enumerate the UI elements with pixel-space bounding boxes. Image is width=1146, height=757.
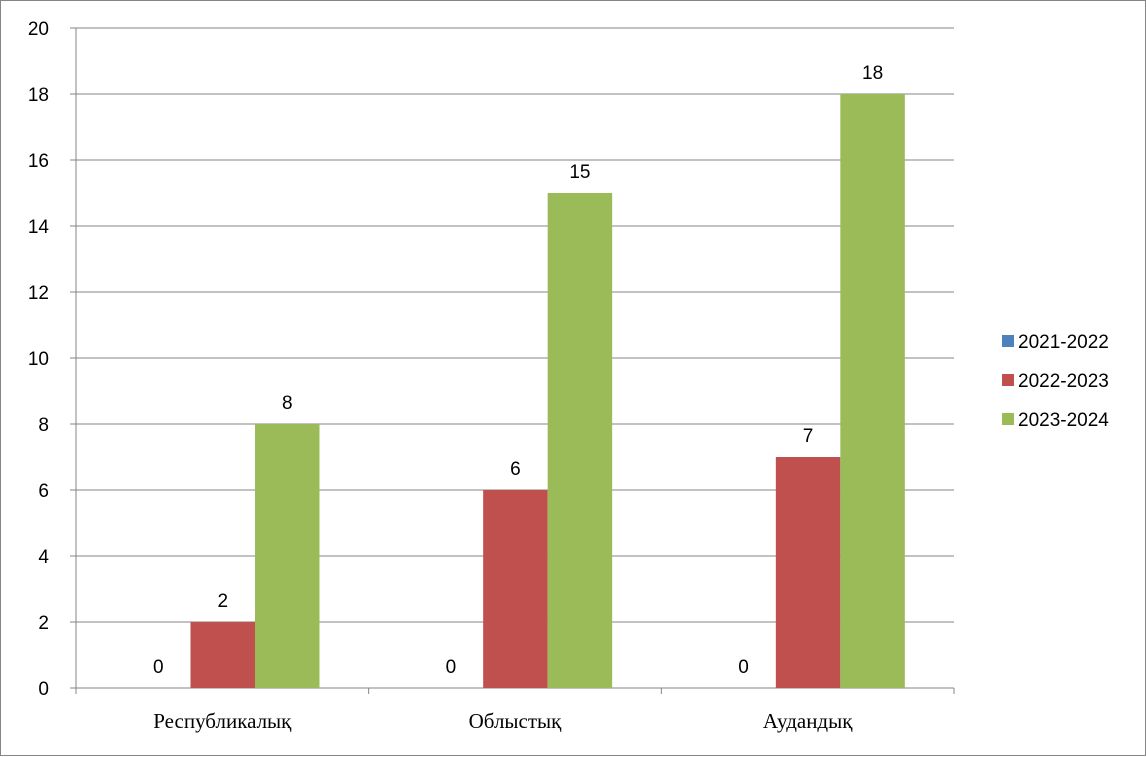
y-tick-label: 12 [28, 283, 49, 304]
y-tick-label: 4 [38, 547, 49, 568]
y-tick-label: 2 [38, 613, 49, 634]
data-label: 18 [862, 63, 883, 84]
data-label: 6 [510, 459, 521, 480]
bar [775, 457, 841, 688]
y-tick-label: 16 [28, 151, 49, 172]
data-label: 15 [569, 162, 590, 183]
category-label: Республикалық [153, 709, 292, 733]
y-tick-label: 6 [38, 481, 49, 502]
bar [190, 622, 255, 688]
y-tick-label: 10 [28, 349, 49, 370]
legend-label: 2021-2022 [1018, 332, 1109, 353]
legend-label: 2023-2024 [1018, 410, 1109, 431]
gridlines [76, 27, 954, 623]
legend: 2021-2022 2022-2023 2023-2024 [1002, 332, 1109, 431]
data-label: 2 [217, 591, 228, 612]
y-tick-label: 14 [28, 217, 50, 238]
y-tick-label: 8 [38, 415, 49, 436]
bar [547, 193, 613, 688]
bar [255, 424, 320, 688]
category-label: Облыстық [469, 709, 563, 733]
legend-swatch [1002, 374, 1014, 386]
category-label: Аудандық [763, 709, 853, 733]
data-label: 0 [446, 657, 457, 678]
y-tick-label: 20 [28, 19, 49, 40]
data-labels: 0 0 0 2 6 7 8 15 18 [153, 63, 883, 678]
data-label: 8 [282, 393, 293, 414]
data-label: 7 [803, 426, 814, 447]
legend-label: 2022-2023 [1018, 371, 1109, 392]
y-tick-label: 18 [28, 85, 49, 106]
bar [840, 94, 905, 688]
bars [190, 94, 905, 688]
legend-swatch [1002, 335, 1014, 347]
bar [483, 490, 548, 688]
data-label: 0 [153, 657, 164, 678]
y-tick-label: 0 [38, 679, 49, 700]
legend-swatch [1002, 413, 1014, 425]
data-label: 0 [738, 657, 749, 678]
